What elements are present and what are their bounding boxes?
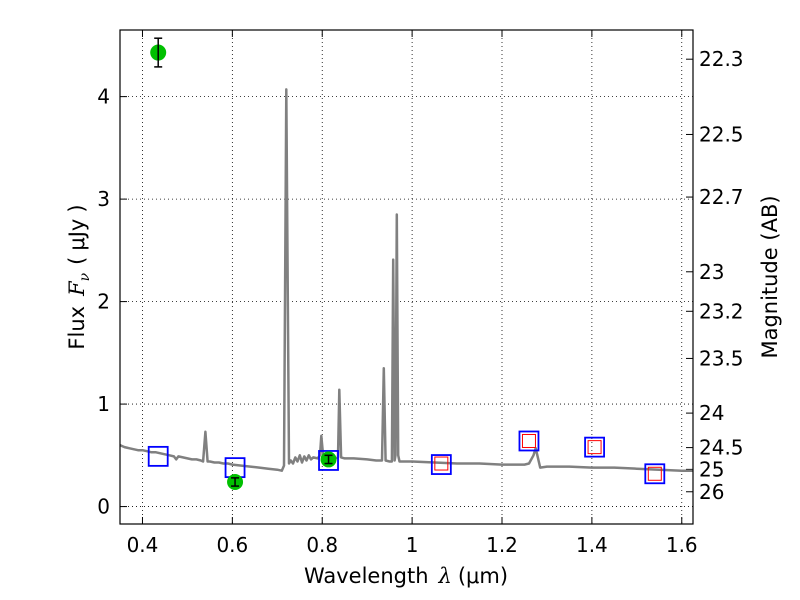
y-tick-label: 0 — [97, 495, 110, 519]
spectrum-line — [120, 88, 693, 472]
model-photometry-marker — [318, 450, 339, 471]
x-tick-label: 1.6 — [666, 533, 698, 557]
y-tick-label: 1 — [97, 392, 110, 416]
model-photometry-marker — [518, 430, 540, 452]
model-photometry-marker — [430, 454, 452, 475]
y2-tick-label: 22.7 — [699, 185, 744, 209]
data-layer — [120, 37, 693, 490]
x-tick-label: 0.6 — [216, 533, 248, 557]
y2-tick-label: 23 — [699, 260, 724, 284]
x-axis-label: Wavelength λ (μm) — [304, 564, 508, 588]
x-tick-labels: 0.4 0.6 0.8 1 1.2 1.4 1.6 — [127, 533, 698, 557]
x-tick-label: 0.8 — [306, 533, 338, 557]
y-tick-label: 3 — [97, 187, 110, 211]
y2-tick-label: 26 — [699, 480, 724, 504]
x-tick-label: 1.2 — [486, 533, 518, 557]
y-tick-label: 2 — [97, 290, 110, 314]
y2-tick-label: 22.3 — [699, 47, 744, 71]
y2-axis-label: Magnitude (AB) — [758, 195, 782, 358]
observed-band-marker — [434, 456, 449, 471]
y2-tick-label: 24.5 — [699, 436, 744, 460]
plot-frame — [119, 29, 694, 525]
y2-tick-label: 25 — [699, 457, 724, 481]
y-tick-label: 4 — [97, 85, 110, 109]
axis-ticks — [120, 30, 693, 524]
x-tick-label: 1 — [406, 533, 419, 557]
y2-tick-label: 23.2 — [699, 299, 744, 323]
observed-band-marker — [521, 433, 536, 448]
y2-tick-label: 23.5 — [699, 346, 744, 370]
model-photometry-marker — [644, 463, 666, 485]
observed-band-marker — [587, 440, 602, 455]
model-photometry-marker — [147, 445, 169, 467]
y2-tick-label: 24 — [699, 401, 724, 425]
y-tick-labels: 0 1 2 3 4 — [97, 85, 110, 519]
y2-tick-label: 22.5 — [699, 122, 744, 146]
observed-band-marker — [647, 466, 662, 481]
x-tick-label: 0.4 — [127, 533, 159, 557]
model-photometry-marker — [584, 436, 605, 458]
y-axis-label: FluxFν(μJy) — [65, 204, 93, 349]
x-tick-label: 1.4 — [576, 533, 608, 557]
